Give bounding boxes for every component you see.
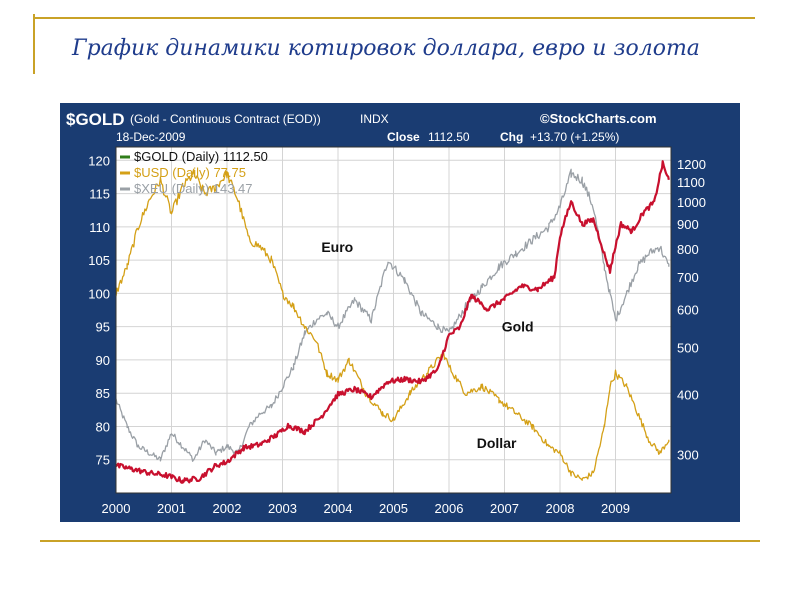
- y-right-tick-label: 900: [677, 217, 699, 232]
- y-right-tick-label: 700: [677, 270, 699, 285]
- plot-area: 75 80 85 90 95 100 105 110 115 120 300 400 500 600 700…: [88, 146, 706, 516]
- y-right-tick-label: 400: [677, 387, 699, 402]
- y-right-tick-label: 1000: [677, 195, 706, 210]
- y-left-tick-label: 110: [89, 220, 110, 235]
- y-right-tick-label: 800: [677, 242, 699, 257]
- x-tick-label: 2002: [213, 501, 242, 516]
- y-left-tick-label: 85: [96, 386, 110, 401]
- decorative-bottom-line: [40, 540, 760, 542]
- x-tick-label: 2006: [435, 501, 464, 516]
- y-left-tick-label: 115: [89, 187, 110, 202]
- y-left-tick-label: 95: [96, 320, 110, 335]
- legend-gold-label: $GOLD (Daily) 1112.50: [134, 149, 268, 164]
- y-left-tick-label: 100: [88, 286, 110, 301]
- y-right-tick-label: 500: [677, 341, 699, 356]
- annotation-euro: Euro: [321, 239, 353, 255]
- annotation-gold: Gold: [502, 318, 534, 334]
- x-tick-label: 2000: [102, 501, 131, 516]
- annotation-dollar: Dollar: [477, 435, 517, 451]
- xeu-series-line: [115, 168, 670, 462]
- decorative-top-line: [33, 17, 755, 19]
- y-right-tick-label: 600: [677, 302, 699, 317]
- plot-border: [115, 146, 672, 494]
- chart-date: 18-Dec-2009: [116, 130, 186, 144]
- legend-usd-label: $USD (Daily) 77.75: [134, 165, 246, 180]
- chart-exchange: INDX: [360, 112, 389, 126]
- gold-series-line: [115, 160, 670, 484]
- close-label: Close: [387, 130, 420, 144]
- stock-chart: $GOLD (Gold - Continuous Contract (EOD))…: [60, 103, 740, 522]
- usd-series-line: [115, 168, 670, 481]
- x-tick-label: 2003: [268, 501, 297, 516]
- y-left-tick-label: 75: [96, 453, 110, 468]
- y-right-tick-label: 1200: [677, 157, 706, 172]
- chg-value: +13.70 (+1.25%): [530, 130, 619, 144]
- decorative-vertical-line: [33, 14, 35, 74]
- slide-title: График динамики котировок доллара, евро …: [72, 36, 700, 61]
- x-tick-label: 2001: [157, 501, 186, 516]
- y-left-tick-label: 90: [96, 353, 110, 368]
- legend-xeu-label: $XEU (Daily) 143.47: [134, 181, 253, 196]
- x-tick-label: 2009: [601, 501, 630, 516]
- y-left-tick-label: 105: [88, 253, 110, 268]
- chart-description: (Gold - Continuous Contract (EOD)): [130, 112, 321, 126]
- y-right-tick-label: 300: [677, 448, 699, 463]
- chart-svg: $GOLD (Gold - Continuous Contract (EOD))…: [60, 103, 740, 522]
- close-value: 1112.50: [428, 130, 470, 144]
- x-tick-label: 2005: [379, 501, 408, 516]
- x-tick-label: 2007: [490, 501, 519, 516]
- chg-label: Chg: [500, 130, 523, 144]
- x-tick-label: 2008: [546, 501, 575, 516]
- y-right-tick-label: 1100: [677, 175, 705, 190]
- chart-symbol: $GOLD: [66, 110, 125, 129]
- chart-brand: ©StockCharts.com: [540, 111, 657, 126]
- x-tick-label: 2004: [324, 501, 353, 516]
- y-left-tick-label: 80: [96, 419, 110, 434]
- y-left-tick-label: 120: [88, 153, 110, 168]
